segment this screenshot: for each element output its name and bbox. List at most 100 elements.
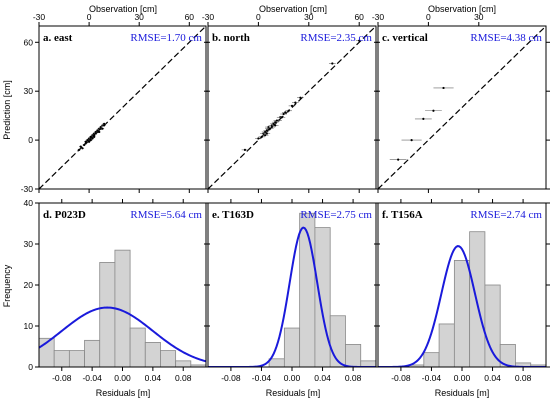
x-tick-label: 0.00 [284, 373, 301, 383]
rmse-label: RMSE=4.38 cm [470, 32, 542, 44]
data-point [102, 124, 106, 127]
histogram-bar [484, 284, 501, 367]
panel-frame [207, 25, 377, 190]
data-point [89, 139, 93, 142]
histogram-bar [268, 358, 285, 367]
point-marker [397, 158, 400, 161]
histogram-bar [283, 327, 301, 367]
point-marker [89, 135, 92, 138]
point-marker [93, 135, 96, 138]
top-xlabel: Observation [cm] [89, 4, 157, 14]
data-point [328, 62, 336, 65]
point-marker [284, 111, 287, 114]
point-marker [287, 109, 290, 112]
point-marker [94, 132, 97, 135]
x-tick-label: 0.04 [484, 373, 501, 383]
data-point [95, 129, 100, 132]
data-point [271, 121, 279, 124]
x-tick-label: 0.08 [175, 373, 192, 383]
panel-frame [377, 202, 547, 368]
data-point [263, 132, 271, 135]
point-marker [86, 139, 89, 142]
x-tick-label: -0.04 [422, 373, 442, 383]
point-marker [358, 39, 361, 42]
bottom-ylabel: Frequency [2, 264, 12, 307]
x-tick-label: 0.00 [114, 373, 131, 383]
panel-title: d. P023D [43, 209, 86, 221]
histogram-bar [299, 212, 316, 367]
panel-title: e. T163D [212, 209, 254, 221]
point-marker [88, 140, 91, 143]
data-point [285, 109, 292, 112]
data-point [261, 134, 269, 137]
histogram-bar [345, 344, 362, 367]
point-marker [98, 130, 101, 134]
top-xlabel: Observation [cm] [259, 4, 327, 14]
point-marker [93, 134, 96, 137]
histogram-bar [453, 259, 471, 367]
data-point [94, 132, 98, 135]
data-point [266, 127, 274, 130]
x-tick-label: -0.08 [52, 373, 72, 383]
x-tick-label: 0.08 [515, 373, 532, 383]
histogram-bar [144, 341, 161, 367]
data-point [80, 147, 85, 150]
x-tick-label: -0.04 [252, 373, 272, 383]
top-ylabel: Prediction [cm] [2, 80, 12, 140]
histogram-bar [499, 344, 516, 367]
data-point [263, 129, 271, 132]
panel-a: -30 0 30 60 -30 0 30 60 a. east RMSE=1.70 cm [21, 12, 210, 194]
point-marker [432, 109, 435, 112]
panel-frame [377, 25, 547, 190]
x-tick-label: -30 [372, 12, 385, 22]
point-marker [331, 62, 334, 65]
point-marker [89, 139, 92, 142]
y-tick-label: 40 [24, 198, 34, 208]
data-point [90, 137, 95, 140]
point-marker [264, 130, 267, 134]
panel-f: -0.08 -0.04 0.00 0.04 0.08 f. T156A RMSE=2.74 … [374, 199, 550, 383]
point-marker [272, 122, 275, 125]
data-point [414, 117, 432, 121]
point-marker [410, 139, 413, 142]
data-point [261, 130, 269, 134]
data-point [258, 135, 266, 138]
histogram-bar [175, 360, 192, 367]
data-point [79, 145, 83, 148]
data-point [292, 101, 299, 104]
data-point [271, 124, 279, 127]
point-marker [84, 142, 87, 145]
panel-title: b. north [212, 32, 250, 44]
x-tick-label: 60 [185, 12, 195, 22]
point-marker [265, 132, 268, 135]
point-marker [290, 104, 294, 107]
point-marker [81, 147, 84, 150]
data-point [273, 119, 281, 122]
x-tick-label: 30 [304, 12, 314, 22]
point-marker [265, 129, 268, 132]
data-point [401, 139, 422, 142]
one-to-one-line [208, 26, 376, 189]
data-point [84, 140, 88, 143]
x-tick-label: 30 [134, 12, 144, 22]
panel-b: -30 0 30 60 b. north RMSE=2.35 cm [202, 12, 380, 193]
x-tick-label: -0.04 [82, 373, 102, 383]
x-tick-label: 0.04 [314, 373, 331, 383]
point-marker [280, 116, 284, 119]
panel-frame [38, 25, 207, 190]
point-marker [84, 140, 87, 143]
normal-fit-curve [39, 306, 206, 363]
y-tick-label: 20 [24, 280, 34, 290]
point-marker [91, 137, 94, 140]
point-marker [243, 148, 247, 151]
rmse-label: RMSE=2.75 cm [300, 209, 372, 221]
point-marker [103, 122, 106, 125]
data-point [280, 112, 287, 116]
data-point [268, 125, 276, 129]
data-point [281, 111, 289, 114]
x-tick-label: -0.08 [391, 373, 411, 383]
point-marker [275, 119, 278, 122]
panel-title: f. T156A [382, 209, 423, 221]
data-point [425, 109, 442, 112]
data-point [389, 158, 407, 161]
